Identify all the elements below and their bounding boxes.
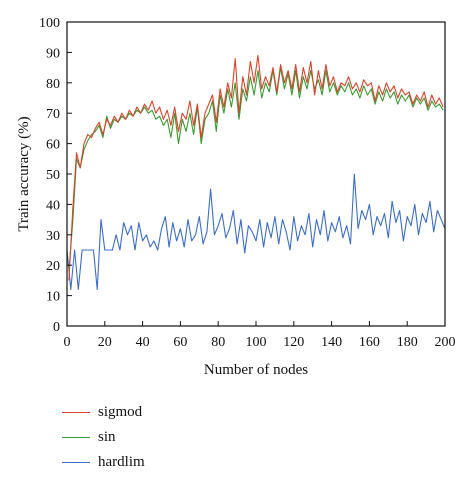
x-tick-label: 140 — [321, 335, 342, 350]
x-tick-label: 100 — [246, 335, 267, 350]
y-tick-label: 100 — [39, 16, 60, 31]
series-layer — [66, 54, 446, 291]
legend-item-sigmod: sigmod — [62, 400, 145, 425]
y-tick-label: 50 — [46, 168, 60, 183]
series-line-sin — [68, 67, 444, 272]
y-tick-label: 90 — [46, 46, 60, 61]
y-tick-label: 40 — [46, 198, 60, 213]
legend-swatch-sigmod — [62, 412, 90, 413]
y-axis-title: Train accuracy (%) — [16, 116, 32, 231]
x-tick-label: 60 — [173, 335, 187, 350]
legend-item-sin: sin — [62, 425, 145, 450]
legend-label-sigmod: sigmod — [98, 404, 143, 420]
x-tick-label: 160 — [359, 335, 380, 350]
series-line-sigmod — [68, 54, 444, 281]
legend-item-hardlim: hardlim — [62, 450, 145, 475]
legend-label-hardlim: hardlim — [98, 454, 145, 470]
y-tick-label: 30 — [46, 229, 60, 244]
x-axis: 0 20 40 60 80 100 120 140 160 180 200 — [64, 321, 456, 350]
x-tick-label: 20 — [98, 335, 112, 350]
y-axis: 0 10 20 30 40 50 60 70 80 90 100 — [39, 16, 72, 335]
y-tick-label: 20 — [46, 259, 60, 274]
y-tick-label: 10 — [46, 290, 60, 305]
x-tick-label: 40 — [136, 335, 150, 350]
x-axis-title: Number of nodes — [204, 362, 308, 378]
x-tick-label: 0 — [64, 335, 71, 350]
legend-swatch-hardlim — [62, 462, 90, 463]
x-tick-label: 80 — [211, 335, 225, 350]
x-tick-label: 180 — [397, 335, 418, 350]
y-tick-label: 80 — [46, 77, 60, 92]
x-tick-label: 200 — [435, 335, 456, 350]
legend: sigmod sin hardlim — [62, 400, 145, 475]
series-line-hardlim — [66, 173, 446, 291]
y-tick-label: 60 — [46, 138, 60, 153]
x-tick-label: 120 — [283, 335, 304, 350]
legend-swatch-sin — [62, 437, 90, 438]
y-tick-label: 70 — [46, 107, 60, 122]
y-tick-label: 0 — [53, 320, 60, 335]
legend-label-sin: sin — [98, 429, 116, 445]
